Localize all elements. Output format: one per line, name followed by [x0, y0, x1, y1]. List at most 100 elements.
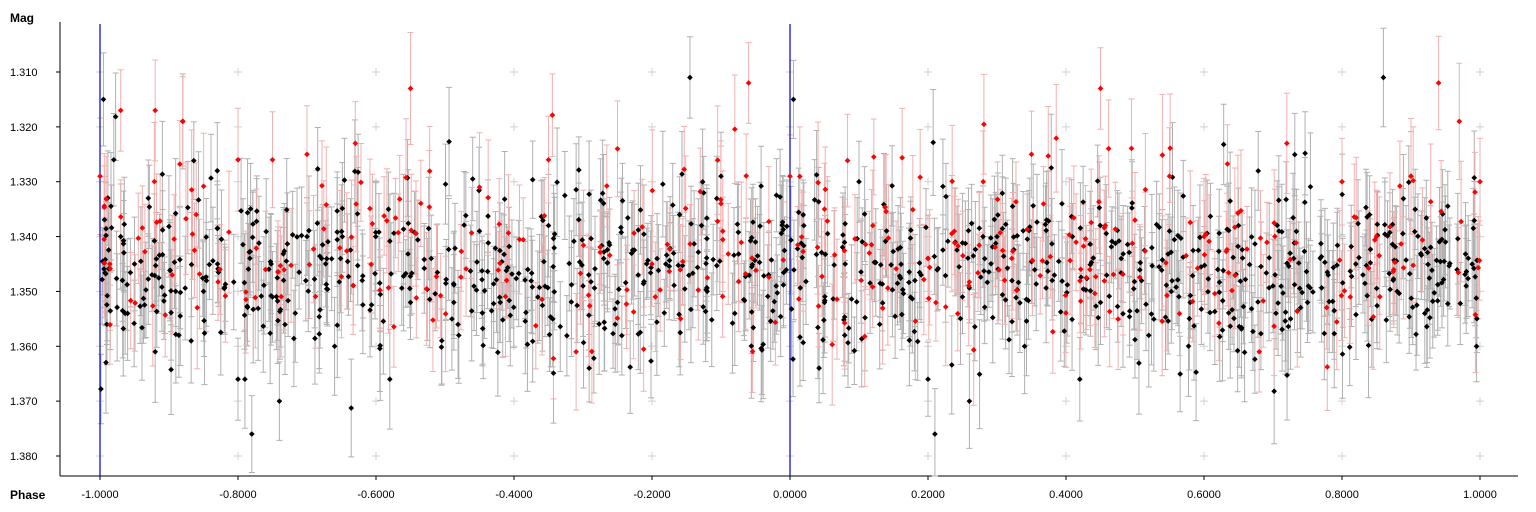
- data-point: [599, 190, 606, 197]
- data-point: [1458, 218, 1464, 225]
- data-point: [152, 262, 159, 269]
- data-point: [735, 278, 742, 285]
- data-point: [1275, 197, 1282, 204]
- data-point: [637, 329, 644, 336]
- data-point: [206, 261, 213, 268]
- data-point: [585, 272, 592, 278]
- data-point: [585, 292, 592, 299]
- data-point: [557, 323, 564, 330]
- data-point: [1229, 306, 1235, 313]
- data-point: [481, 287, 488, 294]
- data-point: [203, 274, 209, 280]
- data-point: [377, 291, 384, 298]
- data-point: [263, 228, 270, 235]
- data-point: [1290, 214, 1296, 221]
- data-point: [1088, 219, 1095, 226]
- data-point: [618, 332, 625, 339]
- data-point: [884, 285, 891, 291]
- grid-cross: [648, 452, 656, 460]
- data-point: [324, 286, 331, 293]
- data-point: [735, 229, 742, 236]
- data-point: [269, 156, 276, 163]
- data-point: [1183, 252, 1189, 259]
- data-point: [1437, 258, 1444, 265]
- data-point: [275, 317, 281, 324]
- data-point: [1031, 266, 1038, 273]
- data-point: [1339, 280, 1346, 286]
- data-point: [1240, 303, 1247, 310]
- data-point: [407, 285, 413, 292]
- data-point: [1023, 318, 1030, 324]
- data-point: [522, 318, 529, 325]
- data-point: [780, 226, 787, 233]
- data-point: [101, 203, 108, 209]
- data-point: [188, 187, 195, 193]
- data-point: [1307, 183, 1314, 190]
- data-point: [703, 215, 710, 221]
- data-point: [568, 299, 575, 305]
- grid-cross: [1062, 397, 1070, 406]
- data-point: [1305, 283, 1312, 289]
- data-point: [676, 211, 683, 218]
- data-point: [1470, 225, 1477, 232]
- data-point: [529, 284, 536, 290]
- data-point: [1037, 272, 1044, 279]
- data-point: [403, 174, 409, 181]
- data-point: [640, 346, 647, 352]
- data-point: [451, 282, 457, 288]
- data-point: [501, 251, 507, 258]
- data-point: [1239, 246, 1246, 253]
- data-point: [1206, 238, 1212, 245]
- data-point: [1049, 240, 1055, 247]
- data-point: [906, 279, 912, 286]
- data-point: [994, 196, 1001, 203]
- data-point: [1050, 328, 1056, 335]
- data-point: [731, 252, 737, 259]
- data-point: [679, 262, 686, 269]
- data-point: [1095, 314, 1102, 321]
- data-point: [749, 348, 756, 355]
- data-point: [1129, 205, 1135, 211]
- data-point: [1279, 228, 1285, 235]
- grid-cross: [1476, 122, 1484, 131]
- data-point: [916, 260, 923, 266]
- data-point: [536, 284, 543, 291]
- data-point: [1339, 351, 1346, 357]
- data-point: [1114, 303, 1121, 310]
- data-point: [994, 233, 1000, 240]
- data-point: [606, 252, 613, 259]
- data-point: [258, 293, 265, 299]
- data-point: [235, 156, 241, 163]
- data-point: [523, 309, 529, 316]
- data-point: [1364, 214, 1370, 220]
- data-point: [882, 238, 889, 245]
- data-point: [344, 258, 351, 265]
- data-point: [925, 295, 932, 302]
- data-point: [1424, 307, 1431, 313]
- data-point: [1380, 74, 1387, 81]
- data-point: [748, 263, 755, 270]
- data-point: [1241, 349, 1248, 356]
- data-point: [714, 218, 721, 225]
- data-point: [981, 121, 987, 128]
- data-point: [1334, 242, 1341, 249]
- data-point: [841, 320, 848, 326]
- data-point: [244, 303, 251, 310]
- data-point: [1216, 230, 1223, 237]
- data-point: [317, 307, 323, 313]
- data-point: [597, 249, 603, 256]
- data-point: [1083, 274, 1090, 281]
- data-point: [120, 240, 127, 247]
- data-point: [1355, 220, 1361, 227]
- data-point: [1440, 276, 1447, 283]
- data-point: [1088, 259, 1095, 266]
- data-point: [103, 359, 109, 366]
- data-point: [544, 284, 551, 291]
- data-point: [1045, 153, 1052, 159]
- data-point: [426, 296, 433, 303]
- data-point: [107, 261, 113, 267]
- data-point: [870, 154, 877, 160]
- data-point: [573, 348, 579, 355]
- data-point: [351, 168, 358, 175]
- data-point: [151, 178, 158, 185]
